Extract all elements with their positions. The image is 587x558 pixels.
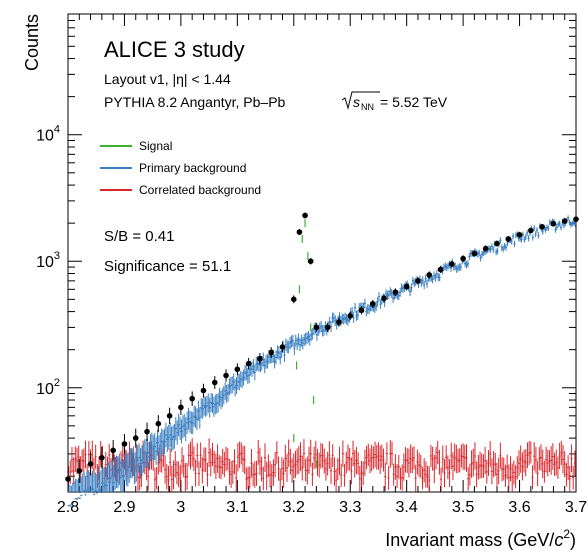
x-tick-label: 3.6 (508, 499, 530, 516)
data-point (482, 245, 489, 252)
data-point (347, 313, 354, 319)
data-point (87, 461, 94, 467)
annotation-line1: Layout v1, |η| < 1.44 (104, 71, 231, 87)
data-point (392, 289, 399, 295)
x-axis-title-exp: 2 (563, 527, 570, 541)
y-tick-label-base: 10 (36, 381, 54, 398)
data-point (573, 216, 579, 222)
annotation-title: ALICE 3 study (104, 37, 245, 62)
data-point (381, 295, 387, 302)
legend-label: Correlated background (139, 183, 261, 197)
data-point (550, 220, 557, 227)
data-point (65, 476, 71, 482)
data-point (494, 240, 500, 247)
data-point (449, 261, 455, 267)
data-point (189, 395, 195, 402)
data-point (223, 372, 229, 379)
data-point (245, 360, 252, 367)
y-axis-title: Counts (22, 14, 42, 71)
x-ticks (67, 14, 577, 492)
data-point (415, 278, 421, 284)
data-point (296, 229, 303, 235)
plot-frame (67, 13, 577, 493)
data-point (528, 227, 534, 234)
sqrt-sign (341, 91, 380, 110)
y-tick-label-base: 10 (36, 128, 54, 145)
x-tick-label: 3.5 (452, 499, 474, 516)
data-point (99, 454, 105, 461)
minor-ticks (78, 14, 566, 492)
x-tick-label: 3.4 (396, 499, 418, 516)
data-point (336, 319, 342, 325)
data-point (505, 236, 512, 242)
annotation-line2-sqrt-sub: NN (361, 102, 374, 112)
x-tick-labels: 2.8 2.9 3 3.1 3.2 3.3 3.4 3.5 3.6 3.7 (57, 499, 587, 516)
data-point (539, 224, 545, 230)
x-tick-label: 3.7 (565, 499, 587, 516)
annotation-significance: Significance = 51.1 (104, 258, 231, 275)
annotation-line2: PYTHIA 8.2 Angantyr, Pb–Pb s NN = 5.52 T… (104, 91, 448, 112)
series-data (65, 212, 579, 492)
data-point (155, 420, 162, 427)
x-tick-label: 3.3 (339, 499, 361, 516)
series-signal (293, 219, 317, 468)
data-point (358, 307, 365, 314)
x-axis-title-pre: Invariant mass (GeV/ (385, 530, 554, 550)
x-axis-title-post: ) (570, 530, 576, 550)
data-point (516, 231, 523, 238)
data-point (110, 447, 116, 454)
x-tick-label: 2.8 (57, 499, 79, 516)
legend-label: Signal (139, 139, 172, 153)
x-axis-title: Invariant mass (GeV/c2) (385, 527, 576, 550)
annotation-line2-sqrt-var: s (353, 94, 360, 110)
x-axis-title-var: c (554, 530, 563, 550)
data-point (211, 379, 218, 386)
data-point (178, 404, 184, 411)
annotation-line2-pre: PYTHIA 8.2 Angantyr, Pb–Pb (104, 94, 286, 110)
data-point (460, 255, 466, 262)
y-tick-label: 102 (36, 377, 60, 398)
x-tick-label: 3.1 (226, 499, 248, 516)
data-point (166, 413, 173, 419)
legend-label: Primary background (139, 161, 246, 175)
data-point (132, 435, 139, 441)
data-point (268, 349, 275, 356)
x-tick-label: 2.9 (113, 499, 135, 516)
y-tick-label-base: 10 (36, 254, 54, 271)
data-point (313, 324, 320, 331)
data-point (76, 468, 83, 474)
data-point (234, 366, 241, 373)
x-tick-label: 3.2 (283, 499, 305, 516)
data-point (561, 218, 568, 224)
y-tick-label-exp: 3 (54, 250, 60, 262)
data-point (200, 387, 207, 394)
annotation-sb: S/B = 0.41 (104, 228, 174, 245)
data-point (403, 283, 410, 290)
data-point (279, 344, 286, 350)
y-tick-label: 104 (36, 124, 60, 145)
data-point (302, 212, 308, 219)
data-point (426, 272, 433, 278)
data-point (324, 324, 331, 331)
data-point (307, 258, 314, 265)
data-point (437, 266, 444, 273)
annotation-line2-post: = 5.52 TeV (380, 94, 448, 110)
y-ticks (68, 13, 576, 477)
data-point (121, 441, 128, 447)
data-point (290, 296, 297, 303)
y-tick-label-exp: 4 (54, 124, 60, 136)
data-point (144, 428, 150, 435)
legend: Signal Primary background Correlated backg… (100, 139, 261, 197)
x-tick-label: 3 (176, 499, 185, 516)
data-point (257, 355, 263, 362)
y-tick-label-exp: 2 (54, 377, 60, 389)
data-point (471, 250, 478, 257)
y-tick-label: 103 (36, 250, 60, 271)
data-point (370, 301, 376, 307)
